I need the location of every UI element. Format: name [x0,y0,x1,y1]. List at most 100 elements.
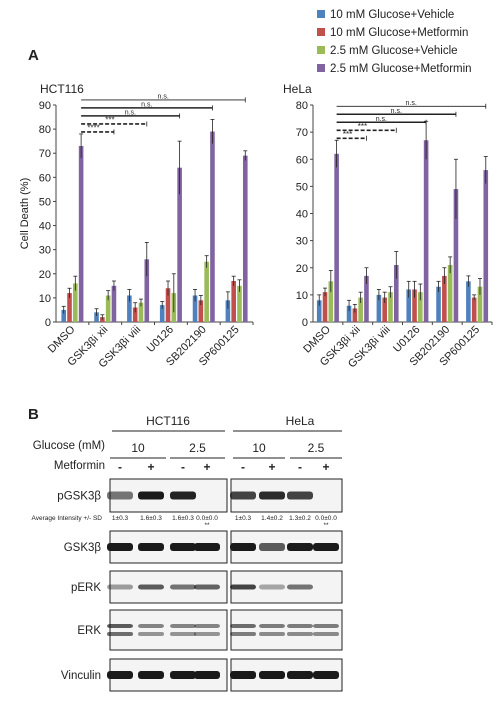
significance-label: **** [87,123,99,132]
blot-band-lower [230,632,256,636]
bar [376,294,382,322]
bar [192,295,198,322]
y-axis-label: Cell Death (%) [19,178,31,250]
y-tick-label: 0 [45,317,51,329]
bar [453,189,459,322]
glucose-level: 10 [131,441,145,455]
blot-band [138,543,164,551]
y-tick-label: 60 [296,154,308,166]
blot-band-lower [194,632,220,636]
blot-band [287,671,313,679]
y-tick-label: 30 [296,236,308,248]
metformin-sign: + [322,460,329,474]
metformin-sign: - [298,460,302,474]
blot-band [138,671,164,679]
bar [237,285,242,322]
blot-label: Vinculin [61,670,101,682]
blot-band [107,584,133,590]
intensity-value: 1.4±0.2 [261,515,283,522]
blot-band [259,671,285,679]
glucose-level: 2.5 [308,441,325,455]
metformin-sign: - [181,460,185,474]
blot-band-lower [313,632,339,636]
legend-label: 2.5 mM Glucose+Vehicle [330,45,458,57]
bar [61,309,67,322]
bar [111,285,117,322]
significance-label: n.s. [406,100,417,107]
bar [138,302,144,322]
intensity-value: 1.6±0.3 [172,515,194,522]
bar [477,286,483,322]
blot-band [107,491,133,500]
y-tick-label: 30 [39,245,51,257]
blot-band [230,624,256,628]
bar [204,261,209,322]
bar [94,312,99,322]
intensity-mark: ** [323,522,329,529]
blot-label: GSK3β [64,542,102,554]
legend-swatch [317,10,325,18]
blot-band [107,624,133,628]
significance-label: n.s. [141,101,152,108]
significance-label: n.s. [376,116,387,123]
blot-band [287,624,313,628]
blot-band [194,543,220,551]
legend: 10 mM Glucose+Vehicle 10 mM Glucose+Metfo… [317,9,472,75]
blot-label: ERK [77,625,101,637]
significance-label: n.s. [158,93,169,100]
blot-band [170,671,196,679]
bar [132,307,138,322]
blot-header: 10 2.5- + - +10 2.5- + - + [110,441,342,474]
legend-swatch [317,64,325,72]
blot-band-lower [107,632,133,636]
legend-label: 10 mM Glucose+Metformin [330,27,468,39]
bar [322,292,328,322]
blot-band [170,584,196,590]
bar [177,167,182,322]
blot-label: pGSK3β [57,491,101,503]
bar [67,293,72,322]
blot-band-lower [138,632,164,636]
metformin-sign: - [118,460,122,474]
bar [159,305,165,322]
bar [358,297,363,322]
bar [210,131,215,322]
bar [334,153,339,322]
bar [198,300,204,322]
blot-label: pERK [71,582,101,594]
blot-band-lower [170,632,196,636]
blot-band [259,624,285,628]
cell-line-hct116: HCT116 [146,414,190,428]
bar [436,286,441,322]
blot-band [313,624,339,628]
blot-band [287,584,313,590]
blot-band [107,543,133,551]
blot-band [230,584,256,590]
cell-line-hela: HeLa [286,414,315,428]
blot-frame [109,609,228,651]
bar [471,297,477,322]
metformin-sign: + [268,460,275,474]
legend-label: 10 mM Glucose+Vehicle [330,9,454,21]
y-tick-label: 80 [39,124,51,136]
blot-band [138,624,164,628]
significance-label: *** [105,115,114,124]
intensity-value: 1.6±0.3 [140,515,162,522]
glucose-label: Glucose (mM) [33,440,105,452]
blot-band [230,543,256,551]
y-tick-label: 40 [296,209,308,221]
western-blots: pGSK3β GSK3β pERK ERK Vinculin Average Intens… [31,478,343,692]
bar [423,140,429,322]
y-tick-label: 10 [296,290,308,302]
blot-band [107,671,133,679]
y-tick-label: 70 [296,127,308,139]
bar [466,281,471,322]
panel-a-label: A [28,47,39,64]
blot-band [287,543,313,551]
intensity-value: 0.0±0.0 [315,515,337,522]
intensity-value: 1±0.3 [235,515,252,522]
significance-label: *** [358,122,367,131]
glucose-level: 10 [252,441,266,455]
blot-band [170,491,196,500]
